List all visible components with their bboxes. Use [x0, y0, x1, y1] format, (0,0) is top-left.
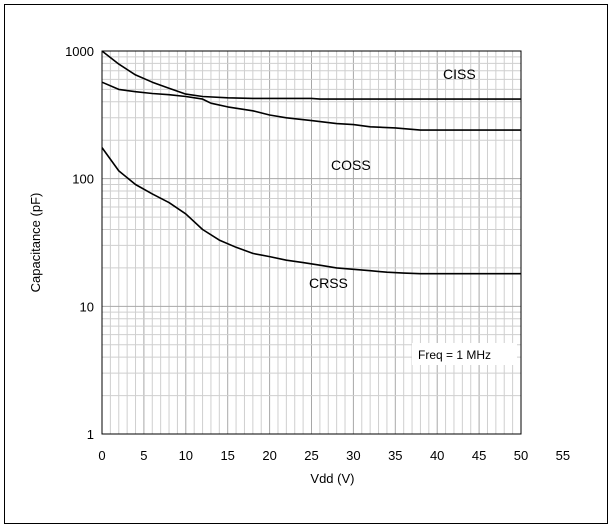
- ticks-layer: 0 5 10 15 20 25 30 35 40 45 50 55 1 10 100 1000: [65, 44, 570, 463]
- x-tick-label: 35: [388, 448, 402, 463]
- y-tick-label: 1000: [65, 44, 94, 59]
- x-tick-label: 45: [472, 448, 486, 463]
- x-tick-label: 20: [262, 448, 276, 463]
- y-tick-label: 100: [72, 172, 94, 187]
- x-tick-label: 40: [430, 448, 444, 463]
- ciss-label: CISS: [443, 66, 476, 82]
- x-axis-label: Vdd (V): [310, 471, 354, 486]
- x-tick-label: 10: [179, 448, 193, 463]
- x-tick-label: 5: [140, 448, 147, 463]
- coss-label: COSS: [331, 157, 371, 173]
- y-axis-label: Capacitance (pF): [28, 193, 43, 293]
- x-tick-label: 30: [346, 448, 360, 463]
- grid-layer: [102, 51, 521, 434]
- x-tick-label: 50: [514, 448, 528, 463]
- y-tick-label: 10: [80, 299, 94, 314]
- x-tick-label: 15: [220, 448, 234, 463]
- x-tick-label: 0: [98, 448, 105, 463]
- x-tick-label: 55: [556, 448, 570, 463]
- x-tick-label: 25: [304, 448, 318, 463]
- y-tick-label: 1: [87, 427, 94, 442]
- crss-label: CRSS: [309, 275, 348, 291]
- freq-annotation: Freq = 1 MHz: [418, 348, 491, 362]
